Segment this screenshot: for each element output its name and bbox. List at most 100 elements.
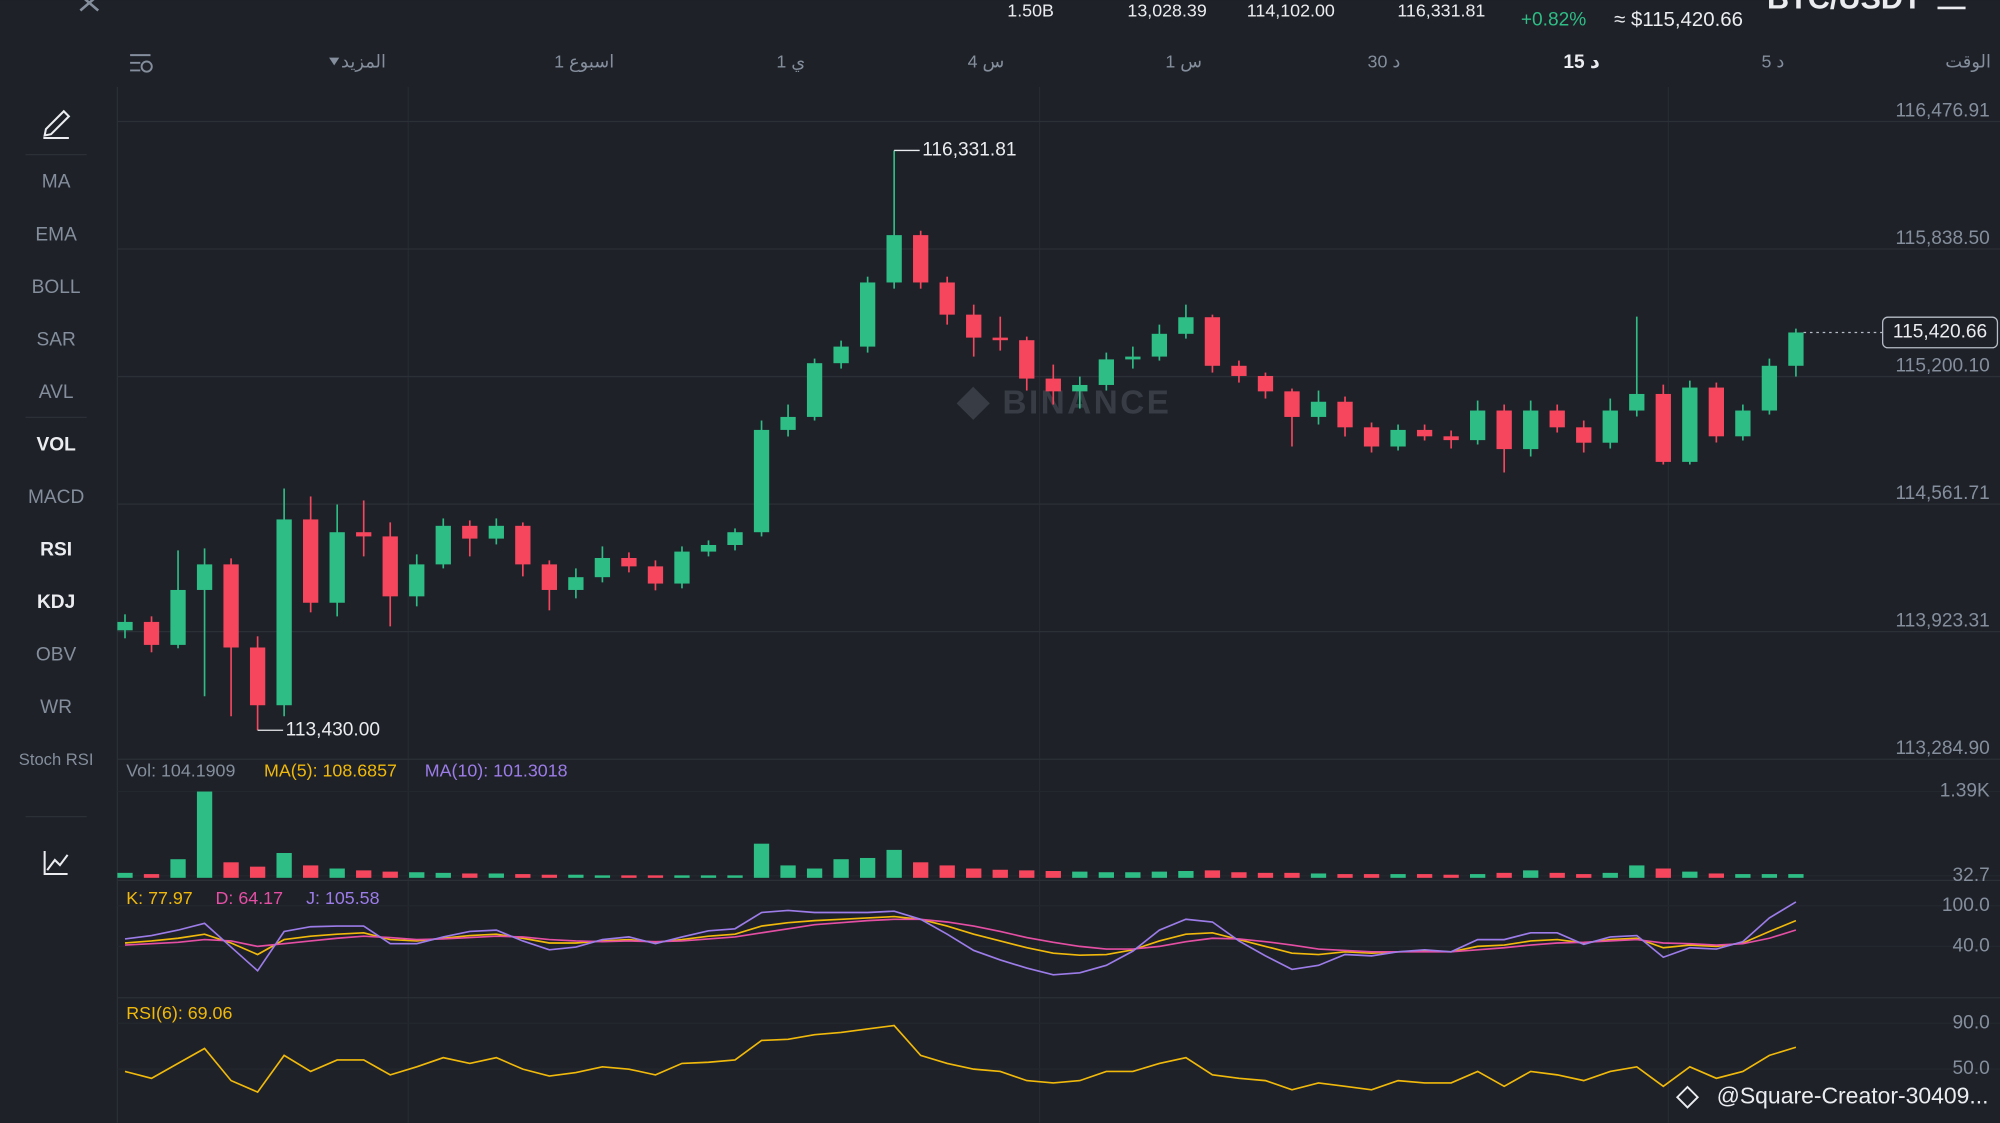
candle-body xyxy=(196,564,213,590)
volume-bar xyxy=(939,865,955,878)
indicator-line xyxy=(124,1024,1797,1094)
indicator[interactable]: SAR xyxy=(36,329,75,350)
change: +0.82% xyxy=(1521,10,1586,31)
stat: 1.50B xyxy=(1007,0,1054,20)
indicator-line xyxy=(124,915,1797,957)
pair[interactable]: BTC/USDT xyxy=(1767,0,1922,15)
candle-body xyxy=(700,545,717,552)
timeframe-tab[interactable]: 30 د xyxy=(1368,51,1401,71)
volume-bar xyxy=(1072,871,1088,878)
volume-bar xyxy=(806,868,823,878)
timeframe-tab[interactable]: 1 ي xyxy=(776,51,805,72)
y-tick-label: 32.7 xyxy=(1953,865,1990,886)
volume-bar xyxy=(1337,874,1353,878)
volume-bar xyxy=(1469,874,1486,878)
volume-bar xyxy=(1204,870,1221,878)
volume-bar xyxy=(249,866,266,878)
candle-body xyxy=(992,337,1008,341)
candle-body xyxy=(435,525,451,565)
candle-body xyxy=(1629,393,1645,411)
candle-body xyxy=(1098,359,1114,385)
y-tick-label: 116,476.91 xyxy=(1895,100,1989,121)
volume-bar xyxy=(329,868,345,878)
indicator[interactable]: WR xyxy=(40,697,72,718)
indicator[interactable]: MA xyxy=(42,172,71,193)
candle-body xyxy=(1469,410,1486,441)
volume-bar xyxy=(1098,872,1114,878)
volume-bar xyxy=(1761,874,1778,878)
indicator-legend: K: 77.97 xyxy=(126,888,193,908)
volume-bar xyxy=(1019,870,1035,878)
candle-body xyxy=(1443,436,1459,441)
volume-legend: MA(10): 101.3018 xyxy=(425,761,568,781)
indicator[interactable]: RSI xyxy=(40,540,72,561)
candle-body xyxy=(515,525,531,565)
credit-icon xyxy=(1675,1085,1700,1109)
volume-bar xyxy=(1735,874,1751,878)
indicator-line xyxy=(124,918,1797,953)
draw-icon[interactable] xyxy=(43,109,71,140)
volume-bar xyxy=(1708,873,1725,878)
candle-body xyxy=(674,551,690,584)
volume-legend: Vol: 104.1909 xyxy=(126,761,235,781)
last-price-box xyxy=(1882,316,1999,349)
volume-bar xyxy=(356,870,372,878)
candle-body xyxy=(276,519,292,706)
candle-body xyxy=(1363,427,1380,447)
candle-body xyxy=(1178,317,1194,334)
stat: 13,028.39 xyxy=(1127,0,1206,20)
y-tick-label: 115,200.10 xyxy=(1895,355,1989,376)
volume-bar xyxy=(1549,872,1565,878)
timeframe-tab[interactable]: 4 س xyxy=(968,51,1005,71)
timeframe-tab[interactable]: 1 س xyxy=(1165,51,1202,71)
indicator-legend: J: 105.58 xyxy=(306,888,379,908)
volume-bar xyxy=(568,874,584,878)
timeframe-tab[interactable]: 5 د xyxy=(1762,51,1785,71)
menu-icon[interactable] xyxy=(1937,0,1966,10)
candle-body xyxy=(1257,375,1274,392)
plot-area: 116,476.91 115,838.50 115,200.10 114,561.71… xyxy=(117,100,2000,1094)
indicator[interactable]: BOLL xyxy=(32,277,81,298)
close-icon[interactable] xyxy=(79,0,100,12)
volume-bar xyxy=(913,862,929,878)
y-tick-label: 90.0 xyxy=(1953,1012,1990,1033)
settings-icon[interactable] xyxy=(130,54,153,73)
volume-bar xyxy=(196,791,213,878)
timeframe-tab[interactable]: 1 اسبوع xyxy=(554,51,614,72)
y-tick-label: 1.39K xyxy=(1940,781,1990,802)
volume-bar xyxy=(647,875,664,878)
chart-type-icon[interactable] xyxy=(43,851,69,876)
candle-body xyxy=(303,519,319,603)
timeframe-tab[interactable]: 15 د xyxy=(1563,52,1600,73)
candle-body xyxy=(1761,365,1778,411)
volume-bar xyxy=(1788,874,1804,878)
indicator[interactable]: OBV xyxy=(36,645,77,666)
indicator-sidebar: MA EMA BOLL SAR AVL VOL MACD RSI KDJ OBV WR Stoch R… xyxy=(19,109,94,876)
candle-body xyxy=(1019,340,1035,379)
timeframe-tab[interactable]: المزيد xyxy=(341,51,386,72)
candle-body xyxy=(833,346,849,364)
candle-body xyxy=(541,564,558,590)
candle-body xyxy=(1416,429,1433,437)
candle-body xyxy=(939,282,955,315)
volume-bar xyxy=(859,857,876,878)
volume-bar xyxy=(1443,874,1459,878)
volume-bar xyxy=(117,872,133,878)
extreme-label: 116,331.81 xyxy=(922,139,1016,160)
candle-body xyxy=(1602,410,1618,443)
y-tick-label: 113,923.31 xyxy=(1895,610,1989,631)
indicator[interactable]: Stoch RSI xyxy=(19,750,94,769)
indicator[interactable]: EMA xyxy=(35,224,77,245)
indicator[interactable]: MACD xyxy=(28,487,84,508)
stat: 116,331.81 xyxy=(1397,0,1485,20)
fiat-price: ≈ $115,420.66 xyxy=(1614,9,1743,31)
indicator[interactable]: KDJ xyxy=(37,592,75,613)
candle-body xyxy=(1496,410,1512,450)
indicator[interactable]: VOL xyxy=(36,434,76,455)
volume-bar xyxy=(727,875,743,878)
candle-body xyxy=(966,314,982,338)
volume-bar xyxy=(1655,868,1671,878)
indicator[interactable]: AVL xyxy=(39,382,74,403)
volume-bar xyxy=(1416,874,1433,878)
